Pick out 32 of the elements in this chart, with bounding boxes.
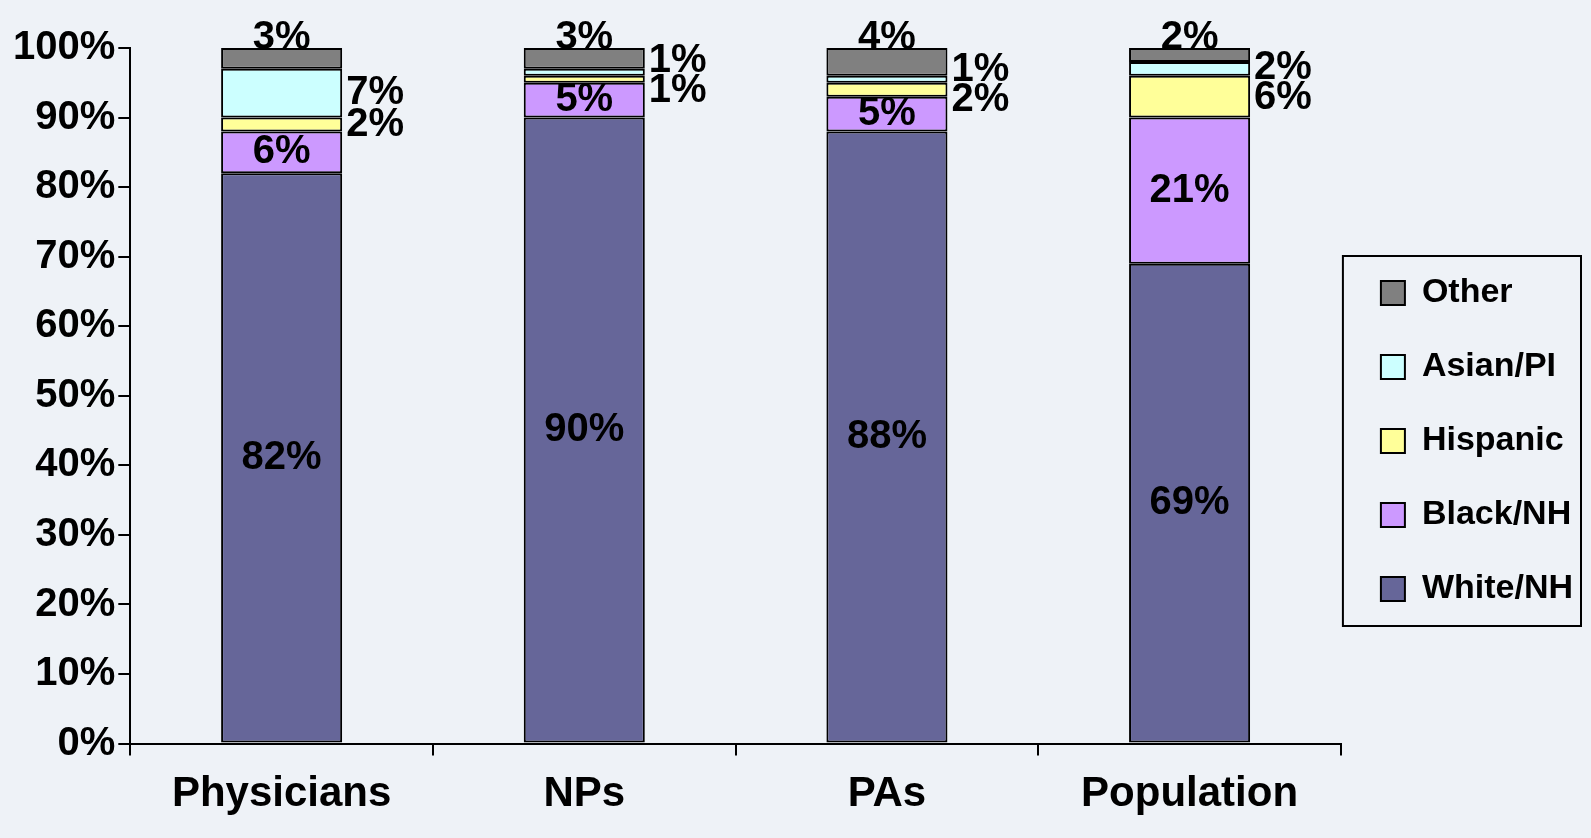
x-tick-label: Physicians	[171, 768, 392, 816]
y-tick-label: 0%	[57, 718, 116, 763]
y-tick-label: 80%	[35, 162, 116, 207]
data-label: 5%	[858, 89, 916, 134]
legend-label: White/NH	[1421, 567, 1573, 606]
y-tick-label: 90%	[35, 92, 116, 137]
legend-label: Black/NH	[1421, 493, 1572, 532]
y-tick-label: 20%	[35, 579, 116, 624]
y-tick-label: 70%	[35, 231, 116, 276]
y-tick-label: 30%	[35, 509, 116, 554]
data-label: 69%	[1149, 478, 1230, 523]
x-tick-label: NPs	[543, 768, 626, 816]
data-label: 82%	[241, 432, 322, 477]
data-label: 21%	[1149, 165, 1230, 210]
y-tick-label: 100%	[12, 23, 116, 68]
data-label: 3%	[252, 13, 311, 58]
y-tick-label: 50%	[35, 370, 116, 415]
data-label: 3%	[555, 13, 614, 58]
data-label: 4%	[858, 13, 916, 58]
y-tick-label: 10%	[35, 649, 116, 694]
legend-label: Asian/PI	[1421, 345, 1557, 384]
x-tick-label: PAs	[847, 768, 927, 816]
x-tick-label: Population	[1081, 768, 1299, 816]
data-label: 90%	[544, 405, 625, 450]
legend-label: Other	[1421, 271, 1513, 310]
legend-label: Hispanic	[1421, 419, 1564, 458]
data-label: 2%	[1160, 13, 1219, 58]
data-label: 6%	[252, 127, 311, 172]
data-label: 5%	[555, 75, 614, 120]
y-tick-label: 40%	[35, 440, 116, 485]
data-label: 88%	[846, 412, 927, 457]
y-tick-label: 60%	[35, 301, 116, 346]
